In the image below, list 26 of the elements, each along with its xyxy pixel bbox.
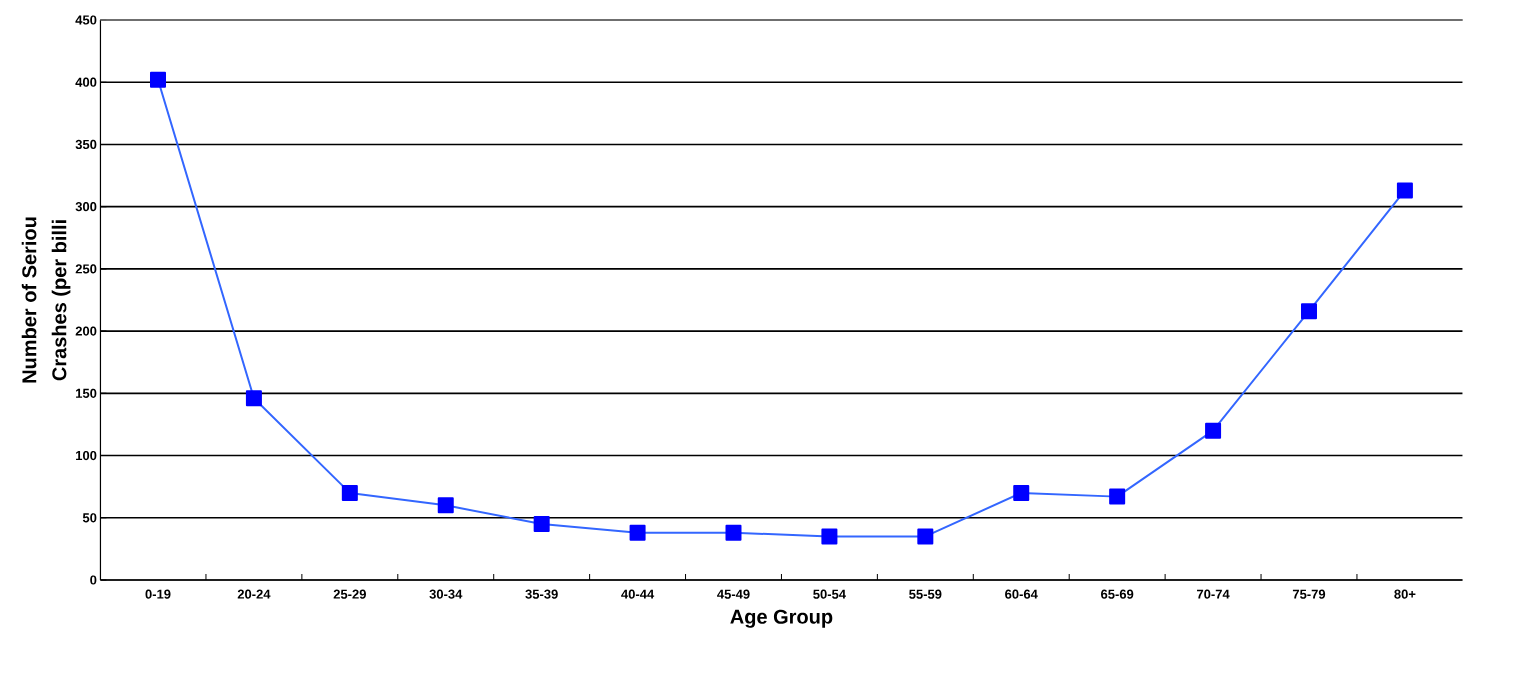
y-tick-label: 400 xyxy=(75,77,97,87)
x-tick-label: 20-24 xyxy=(237,589,271,599)
x-tick-label: 35-39 xyxy=(525,589,558,599)
y-tick-label: 50 xyxy=(82,513,97,523)
x-tick-label: 45-49 xyxy=(717,589,750,599)
x-tick-label: 70-74 xyxy=(1197,589,1230,599)
x-tick-label: 65-69 xyxy=(1101,589,1134,599)
y-tick-label: 0 xyxy=(90,575,97,585)
x-tick-label: 55-59 xyxy=(909,589,942,599)
x-tick-label: 50-54 xyxy=(813,589,846,599)
x-tick-label: 0-19 xyxy=(145,589,171,599)
x-tick-label: 25-29 xyxy=(333,589,366,599)
x-tick-label: 80+ xyxy=(1394,589,1416,599)
y-tick-label: 250 xyxy=(75,264,97,274)
y-tick-label: 450 xyxy=(75,15,97,25)
x-tick-label: 30-34 xyxy=(429,589,463,599)
y-tick-label: 350 xyxy=(75,139,97,150)
x-tick-label: 75-79 xyxy=(1292,589,1326,599)
x-tick-label: 60-64 xyxy=(1005,589,1038,599)
x-tick-label: 40-44 xyxy=(621,589,655,599)
y-tick-label: 150 xyxy=(76,388,97,398)
y-axis-title: Number of Seriou Crashes (per billi xyxy=(21,217,71,383)
x-axis-title: Age Group xyxy=(730,609,833,628)
y-tick-label: 200 xyxy=(75,326,97,336)
y-tick-label: 300 xyxy=(75,202,97,212)
y-tick-label: 100 xyxy=(76,450,97,461)
